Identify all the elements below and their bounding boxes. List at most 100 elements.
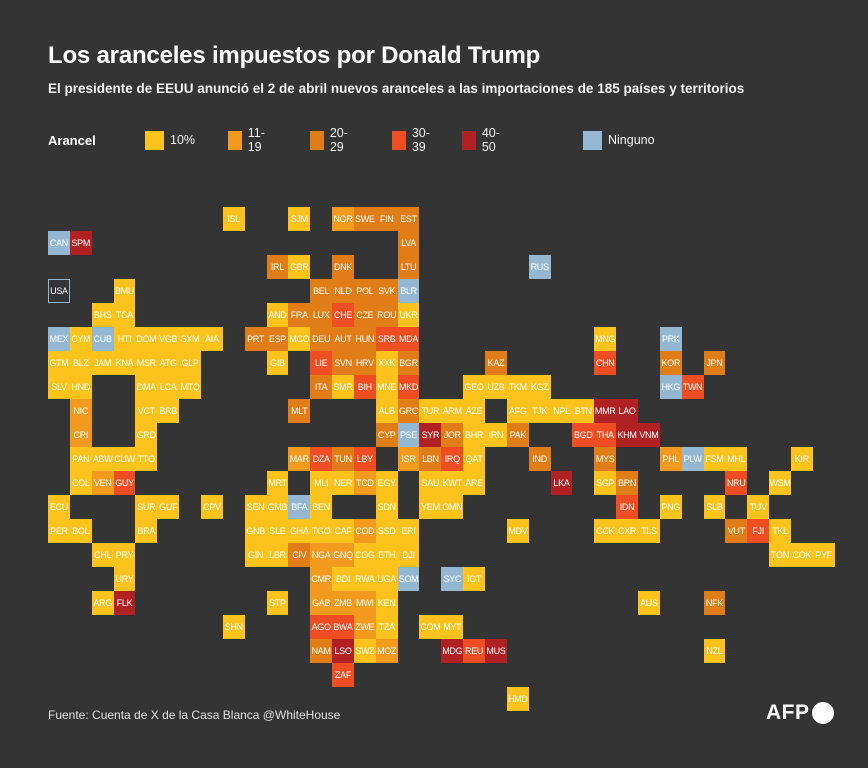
country-tile-SMR: SMR <box>332 375 354 399</box>
country-tile-SUR: SUR <box>135 495 158 519</box>
country-tile-MEX: MEX <box>48 327 70 351</box>
country-tile-FIN: FIN <box>375 207 398 231</box>
country-tile-ATG: ATG <box>157 351 180 375</box>
country-tile-ISL: ISL <box>222 207 245 231</box>
country-tile-MSR: MSR <box>135 351 158 375</box>
country-tile-ERI: ERI <box>397 519 420 543</box>
country-tile-AND: AND <box>266 303 289 327</box>
country-tile-LAO: LAO <box>616 399 638 423</box>
country-tile-ECU: ECU <box>48 495 70 519</box>
country-tile-AIA: AIA <box>200 327 223 351</box>
country-tile-GRD: GRD <box>135 423 158 447</box>
country-tile-PRY: PRY <box>113 543 136 567</box>
country-tile-PYF: PYF <box>812 543 835 567</box>
country-tile-MLT: MLT <box>288 399 311 423</box>
country-tile-LBY: LBY <box>353 447 376 471</box>
legend-item-label: 20-29 <box>329 126 348 154</box>
country-tile-SRB: SRB <box>375 327 398 351</box>
country-tile-GEO: GEO <box>463 375 486 399</box>
country-tile-COM: COM <box>419 615 442 639</box>
country-tile-CXR: CXR <box>616 519 638 543</box>
country-tile-GMB: GMB <box>266 495 289 519</box>
country-tile-MMR: MMR <box>594 399 617 423</box>
country-tile-KAZ: KAZ <box>485 351 507 375</box>
country-tile-THA: THA <box>594 423 617 447</box>
country-tile-DZA: DZA <box>310 447 333 471</box>
country-tile-BRB: BRB <box>157 399 180 423</box>
country-tile-SSD: SSD <box>375 519 398 543</box>
country-tile-SVN: SVN <box>332 351 354 375</box>
country-tile-MNG: MNG <box>594 327 617 351</box>
legend-item-1119: 11-19 <box>228 126 270 154</box>
legend-item-label: 40-50 <box>481 126 500 154</box>
country-tile-QAT: QAT <box>463 447 486 471</box>
country-tile-LSO: LSO <box>332 639 354 663</box>
country-tile-NOR: NOR <box>332 207 354 231</box>
country-tile-TZA: TZA <box>375 615 398 639</box>
country-tile-GIN: GIN <box>244 543 267 567</box>
country-tile-SJM: SJM <box>288 207 311 231</box>
country-tile-TON: TON <box>769 543 791 567</box>
country-tile-DEU: DEU <box>310 327 333 351</box>
country-tile-SOM: SOM <box>397 567 420 591</box>
country-tile-JAM: JAM <box>91 351 114 375</box>
country-tile-TUR: TUR <box>419 399 442 423</box>
country-tile-CMR: CMR <box>310 567 333 591</box>
country-tile-CUW: CUW <box>113 447 136 471</box>
country-tile-SHN: SHN <box>222 615 245 639</box>
country-tile-NER: NER <box>332 471 354 495</box>
country-tile-ROU: ROU <box>375 303 398 327</box>
country-tile-CHE: CHE <box>332 303 354 327</box>
country-tile-MDV: MDV <box>506 519 529 543</box>
country-tile-BRA: BRA <box>135 519 158 543</box>
country-tile-AZE: AZE <box>463 399 486 423</box>
country-tile-SLE: SLE <box>266 519 289 543</box>
country-tile-COG: COG <box>353 543 376 567</box>
country-tile-LUX: LUX <box>310 303 333 327</box>
country-tile-AFG: AFG <box>506 399 529 423</box>
legend-title: Arancel <box>48 133 96 148</box>
country-tile-NIC: NIC <box>69 399 92 423</box>
country-tile-UZB: UZB <box>485 375 507 399</box>
country-tile-PLW: PLW <box>681 447 704 471</box>
country-tile-IND: IND <box>528 447 551 471</box>
country-tile-HRV: HRV <box>353 351 376 375</box>
country-tile-PAN: PAN <box>69 447 92 471</box>
country-tile-BFA: BFA <box>288 495 311 519</box>
country-tile-CZE: CZE <box>353 303 376 327</box>
country-tile-VNM: VNM <box>637 423 660 447</box>
country-tile-PHL: PHL <box>659 447 682 471</box>
country-tile-BWA: BWA <box>332 615 354 639</box>
country-tile-URY: URY <box>113 567 136 591</box>
country-tile-KIR: KIR <box>790 447 813 471</box>
country-tile-VEN: VEN <box>91 471 114 495</box>
country-tile-TKL: TKL <box>769 519 791 543</box>
country-tile-ARE: ARE <box>463 471 486 495</box>
country-tile-MDA: MDA <box>397 327 420 351</box>
country-tile-BTN: BTN <box>572 399 595 423</box>
legend-swatch-dr <box>462 130 476 150</box>
country-tile-BMU: BMU <box>113 279 136 303</box>
source-credit: Fuente: Cuenta de X de la Casa Blanca @W… <box>48 708 341 722</box>
country-tile-AUT: AUT <box>332 327 354 351</box>
country-tile-BEL: BEL <box>310 279 333 303</box>
country-tile-LTU: LTU <box>397 255 420 279</box>
country-tile-MAR: MAR <box>288 447 311 471</box>
country-tile-HMD: HMD <box>506 687 529 711</box>
country-tile-RUS: RUS <box>528 255 551 279</box>
country-tile-CPV: CPV <box>200 495 223 519</box>
country-tile-AGO: AGO <box>310 615 333 639</box>
country-tile-TWN: TWN <box>681 375 704 399</box>
country-tile-BHS: BHS <box>91 303 114 327</box>
country-tile-MWI: MWI <box>353 591 376 615</box>
country-tile-IRN: IRN <box>485 423 507 447</box>
country-tile-LIE: LIE <box>310 351 333 375</box>
country-tile-TKM: TKM <box>506 375 529 399</box>
legend-item-ninguno: Ninguno <box>583 130 655 150</box>
country-tile-DOM: DOM <box>135 327 158 351</box>
country-tile-BLZ: BLZ <box>69 351 92 375</box>
legend-swatch-r <box>392 130 406 150</box>
country-tile-RWA: RWA <box>353 567 376 591</box>
country-tile-IRQ: IRQ <box>441 447 464 471</box>
